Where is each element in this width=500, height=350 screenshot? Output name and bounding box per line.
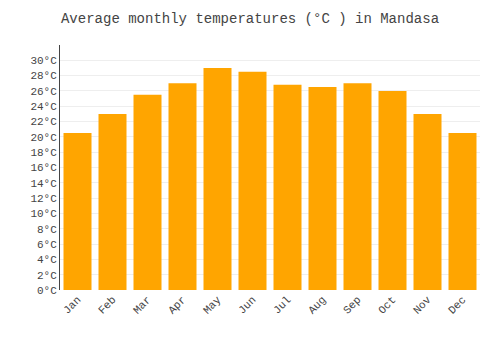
svg-text:10°C: 10°C (30, 208, 57, 220)
svg-text:Jan: Jan (61, 294, 83, 316)
svg-text:0°C: 0°C (37, 285, 57, 297)
svg-text:Jun: Jun (236, 294, 258, 316)
svg-text:30°C: 30°C (30, 55, 57, 67)
svg-text:Feb: Feb (96, 294, 118, 316)
svg-text:2°C: 2°C (37, 270, 57, 282)
svg-text:12°C: 12°C (30, 193, 57, 205)
svg-text:Oct: Oct (376, 294, 398, 316)
svg-text:Average monthly temperatures (: Average monthly temperatures (°C ) in Ma… (61, 11, 439, 27)
svg-text:4°C: 4°C (37, 254, 57, 266)
svg-text:14°C: 14°C (30, 178, 57, 190)
svg-text:28°C: 28°C (30, 70, 57, 82)
svg-text:6°C: 6°C (37, 239, 57, 251)
svg-text:22°C: 22°C (30, 116, 57, 128)
svg-text:Mar: Mar (131, 294, 153, 316)
svg-text:Dec: Dec (446, 294, 468, 316)
svg-text:24°C: 24°C (30, 101, 57, 113)
svg-text:8°C: 8°C (37, 224, 57, 236)
svg-text:18°C: 18°C (30, 147, 57, 159)
svg-text:20°C: 20°C (30, 132, 57, 144)
svg-text:26°C: 26°C (30, 86, 57, 98)
svg-text:Nov: Nov (411, 294, 434, 317)
svg-text:Apr: Apr (166, 294, 188, 316)
svg-text:May: May (201, 294, 224, 317)
svg-text:16°C: 16°C (30, 162, 57, 174)
svg-text:Aug: Aug (306, 294, 328, 316)
svg-text:Sep: Sep (341, 294, 363, 316)
svg-text:Jul: Jul (271, 294, 293, 316)
